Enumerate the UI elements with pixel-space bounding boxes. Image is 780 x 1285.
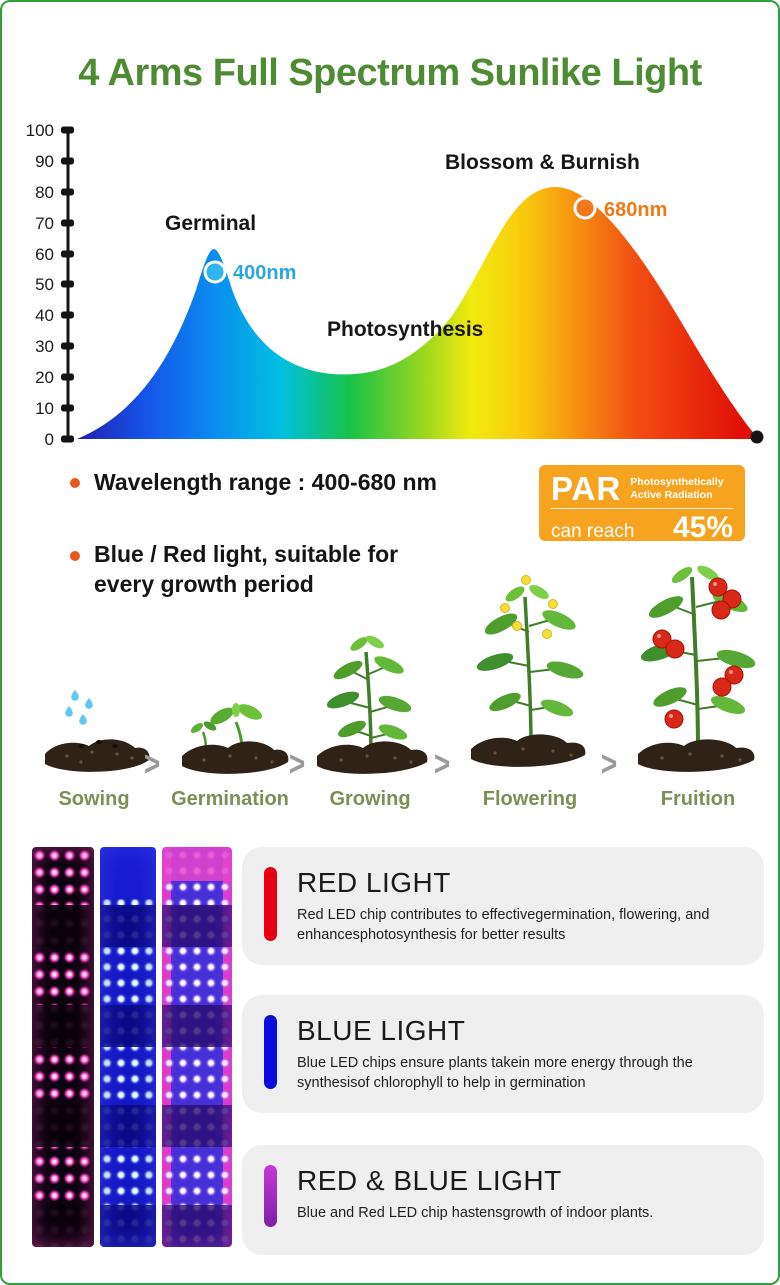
seeds — [79, 740, 118, 748]
spectrum-area — [77, 186, 758, 439]
stage-arrow-icon: > — [433, 744, 451, 783]
growth-bullet-line2: every growth period — [94, 570, 314, 597]
red-blue-light-description: Blue and Red LED chip hastensgrowth of i… — [297, 1205, 654, 1221]
stage-illustration-germination — [182, 703, 289, 774]
svg-text:70: 70 — [35, 214, 54, 233]
wavelength-bullet: Wavelength range : 400-680 nm — [94, 469, 437, 495]
par-subtitle-line1: Photosynthetically — [630, 476, 724, 488]
svg-text:80: 80 — [35, 183, 54, 202]
red-light-title: RED LIGHT — [297, 867, 451, 898]
stage-illustration-fruition — [638, 565, 756, 772]
stage-label-growing: Growing — [329, 788, 411, 810]
soil-mound — [638, 739, 755, 772]
red-blue-color-bar — [264, 1165, 277, 1227]
svg-text:40: 40 — [35, 306, 54, 325]
stage-illustration-growing — [317, 635, 428, 774]
bullet-dot — [70, 478, 80, 488]
svg-text:60: 60 — [35, 245, 54, 264]
page-title: 4 Arms Full Spectrum Sunlike Light — [78, 52, 702, 94]
peak-marker-680-icon — [573, 196, 597, 220]
stage-illustration-sowing — [45, 690, 150, 772]
stage-arrow-icon: > — [600, 744, 618, 783]
y-axis-labels: 100 90 80 70 60 50 40 30 20 10 0 — [26, 121, 54, 449]
svg-text:90: 90 — [35, 152, 54, 171]
blue-light-title: BLUE LIGHT — [297, 1015, 466, 1046]
par-row1: PAR Photosynthetically Active Radiation — [551, 470, 733, 510]
label-680nm: 680nm — [604, 199, 667, 221]
flowers — [500, 575, 558, 639]
tomatoes — [652, 577, 744, 729]
red-blue-led-strip-photo — [162, 847, 232, 1247]
spectrum-chart: 100 90 80 70 60 50 40 30 20 10 0 Germina… — [26, 121, 764, 449]
par-subtitle-line2: Active Radiation — [630, 488, 713, 501]
soil-mound — [317, 741, 428, 774]
svg-text:20: 20 — [35, 368, 54, 387]
soil-mound — [182, 741, 289, 774]
red-blue-light-title: RED & BLUE LIGHT — [297, 1165, 562, 1196]
red-led-strip-photo — [32, 847, 94, 1247]
water-drops-icon — [65, 690, 93, 725]
svg-text:30: 30 — [35, 337, 54, 356]
red-light-description: Red LED chip contributes to effectiveger… — [297, 907, 710, 943]
bullet-dot — [70, 551, 80, 561]
blue-light-card: BLUE LIGHT Blue LED chips ensure plants … — [242, 995, 764, 1113]
svg-text:10: 10 — [35, 399, 54, 418]
stage-illustration-flowering — [471, 575, 586, 767]
red-blue-light-card: RED & BLUE LIGHT Blue and Red LED chip h… — [242, 1145, 764, 1255]
growth-bullet: Blue / Red light, suitable for every gro… — [94, 540, 398, 600]
label-germinal: Germinal — [165, 212, 256, 235]
label-blossom-burnish: Blossom & Burnish — [445, 151, 640, 174]
par-row2: can reach 45% — [551, 509, 733, 545]
peak-marker-400-icon — [203, 260, 227, 284]
blue-light-description: Blue LED chips ensure plants takein more… — [297, 1055, 693, 1091]
par-prefix: can reach — [551, 521, 635, 543]
red-light-card: RED LIGHT Red LED chip contributes to ef… — [242, 847, 764, 965]
stage-label-sowing: Sowing — [58, 788, 130, 810]
par-subtitle: Photosynthetically Active Radiation — [630, 476, 723, 501]
blue-led-strip-photo — [100, 847, 156, 1247]
par-title: PAR — [551, 470, 622, 507]
svg-text:0: 0 — [45, 430, 54, 449]
red-color-bar — [264, 867, 277, 941]
blue-color-bar — [264, 1015, 277, 1089]
soil-mound — [471, 734, 586, 767]
svg-text:100: 100 — [26, 121, 54, 140]
stage-label-flowering: Flowering — [482, 788, 578, 810]
y-axis-ticks — [61, 126, 74, 443]
label-photosynthesis: Photosynthesis — [327, 318, 483, 341]
stage-label-fruition: Fruition — [660, 788, 736, 810]
curve-end-dot — [750, 430, 764, 444]
stage-arrow-icon: > — [288, 744, 306, 783]
label-400nm: 400nm — [233, 262, 296, 284]
soil-mound — [45, 739, 150, 772]
growth-bullet-line1: Blue / Red light, suitable for — [94, 541, 399, 567]
par-badge: PAR Photosynthetically Active Radiation … — [539, 465, 745, 544]
stage-arrow-icon: > — [143, 744, 161, 783]
par-value: 45% — [672, 511, 733, 545]
svg-text:50: 50 — [35, 275, 54, 294]
stage-label-germination: Germination — [171, 788, 289, 810]
